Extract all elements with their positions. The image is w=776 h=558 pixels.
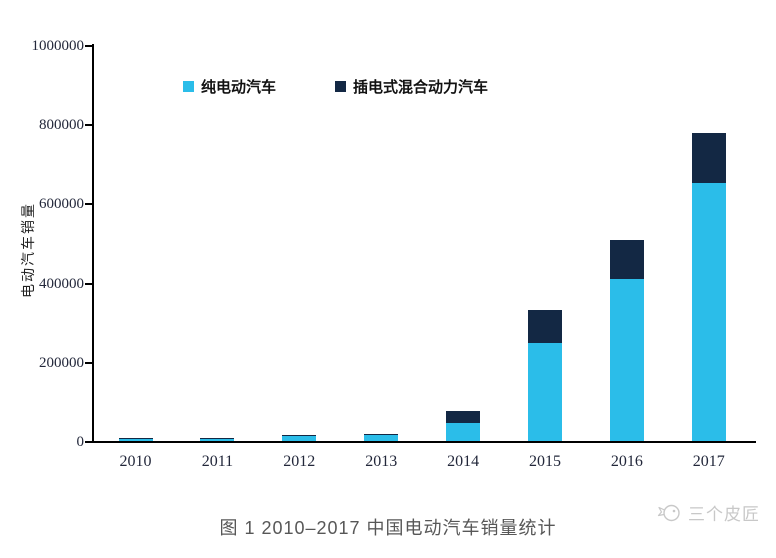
bar-2015-phev bbox=[528, 310, 562, 343]
x-axis-line bbox=[92, 441, 756, 443]
x-tick-label: 2010 bbox=[119, 453, 152, 470]
watermark-text: 三个皮匠 bbox=[688, 505, 760, 524]
y-tick-mark bbox=[85, 282, 92, 285]
y-tick-mark bbox=[85, 203, 92, 206]
figure-caption: 图 1 2010–2017 中国电动汽车销量统计 bbox=[219, 518, 557, 538]
y-tick-label: 200000 bbox=[39, 354, 84, 371]
y-tick-label: 600000 bbox=[39, 196, 84, 213]
x-tick-label: 2016 bbox=[610, 453, 643, 470]
bar-2010-pure-ev bbox=[118, 439, 153, 441]
bar-2017-pure-ev bbox=[691, 183, 726, 441]
y-tick-label: 0 bbox=[76, 434, 85, 450]
legend-label-pure-ev: 纯电动汽车 bbox=[201, 79, 277, 96]
x-tick-label: 2011 bbox=[201, 453, 234, 470]
legend-item-phev: 插电式混合动力汽车 bbox=[335, 76, 488, 97]
y-tick-mark bbox=[85, 441, 92, 443]
x-tick-label: 2017 bbox=[692, 453, 725, 470]
x-tick-label: 2015 bbox=[529, 453, 561, 470]
legend-label-phev: 插电式混合动力汽车 bbox=[353, 79, 489, 96]
bar-2016-phev bbox=[609, 240, 644, 279]
bar-2010-phev bbox=[118, 438, 153, 439]
bar-2011-pure-ev bbox=[200, 439, 235, 441]
bar-2012-pure-ev bbox=[282, 436, 317, 441]
x-tick-label: 2014 bbox=[447, 453, 480, 470]
y-tick-mark bbox=[85, 361, 92, 364]
bar-2011-phev bbox=[200, 438, 235, 439]
bar-2014-phev bbox=[446, 411, 481, 423]
bar-2016-pure-ev bbox=[609, 279, 644, 441]
y-tick-mark bbox=[85, 45, 92, 47]
legend-swatch-pure-ev-icon bbox=[183, 81, 194, 92]
x-tick-label: 2013 bbox=[365, 453, 398, 470]
bar-2017-phev bbox=[691, 133, 726, 183]
y-tick-label: 400000 bbox=[39, 275, 84, 292]
y-tick-label: 800000 bbox=[39, 117, 84, 134]
bar-2014-pure-ev bbox=[446, 423, 481, 441]
legend-swatch-phev-icon bbox=[335, 81, 346, 92]
watermark: 三个皮匠 bbox=[656, 500, 760, 525]
bar-2015-pure-ev bbox=[528, 343, 562, 441]
bar-2013-phev bbox=[364, 434, 399, 435]
bar-2012-phev bbox=[282, 435, 317, 436]
x-tick-label: 2012 bbox=[283, 453, 316, 470]
bar-2013-pure-ev bbox=[364, 435, 399, 441]
sanpijiang-logo-icon bbox=[656, 502, 682, 524]
y-axis-line bbox=[92, 44, 94, 443]
legend-item-pure-ev: 纯电动汽车 bbox=[183, 76, 276, 97]
y-axis-title: 电动汽车销量 bbox=[20, 202, 36, 298]
y-tick-mark bbox=[85, 124, 92, 127]
y-tick-label: 1000000 bbox=[31, 38, 85, 54]
